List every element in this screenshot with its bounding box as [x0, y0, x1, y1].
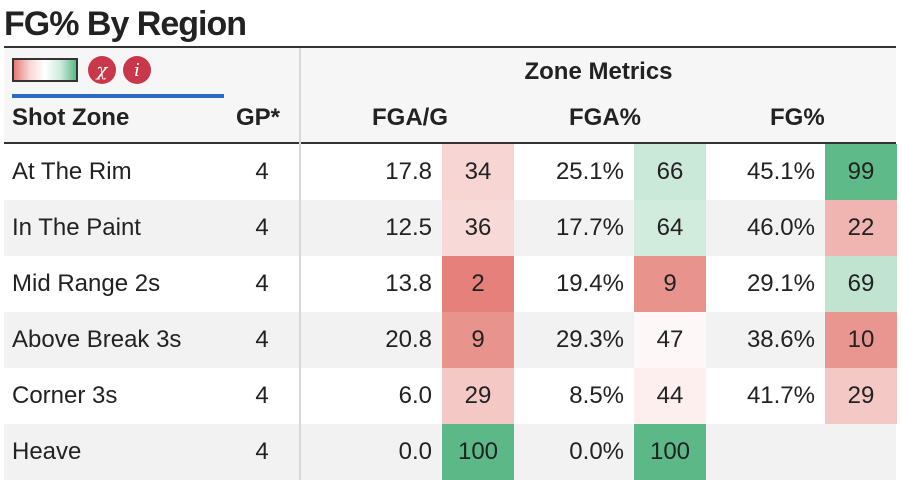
- cell-shot-zone: Above Break 3s: [12, 326, 182, 353]
- cell-fga-pct-rank: 44: [634, 368, 706, 424]
- cell-fg-pct: 29.1%: [746, 270, 815, 297]
- cell-fg-pct: 45.1%: [746, 158, 815, 185]
- sort-indicator-underline: [12, 94, 224, 98]
- header-top-rule: [4, 46, 896, 48]
- cell-fga-g: 17.8: [385, 158, 432, 185]
- cell-gp: 4: [255, 438, 269, 465]
- header-bottom-rule: [4, 142, 896, 144]
- cell-fga-g: 0.0: [398, 438, 432, 465]
- cell-fg-pct-rank: [825, 424, 897, 480]
- cell-fg-pct-rank: 10: [825, 312, 897, 368]
- cell-fga-g-rank: 9: [442, 312, 514, 368]
- cell-fg-pct: 41.7%: [746, 382, 815, 409]
- cell-gp: 4: [255, 326, 269, 353]
- cell-fga-g: 6.0: [398, 382, 432, 409]
- table-row: Above Break 3s 4 20.8 9 29.3% 47 38.6% 10: [4, 312, 897, 368]
- table-row: Heave 4 0.0 100 0.0% 100: [4, 424, 896, 480]
- column-divider: [299, 48, 301, 480]
- table-row: Mid Range 2s 4 13.8 2 19.4% 9 29.1% 69: [4, 256, 897, 312]
- cell-fg-pct-rank: 99: [825, 144, 897, 200]
- cell-fg-pct-rank: 22: [825, 200, 897, 256]
- cell-gp: 4: [255, 270, 269, 297]
- cell-fga-g-rank: 29: [442, 368, 514, 424]
- cell-fg-pct-rank: 29: [825, 368, 897, 424]
- cell-shot-zone: Heave: [12, 438, 82, 465]
- col-header-gp[interactable]: GP*: [236, 104, 281, 131]
- cell-gp: 4: [255, 214, 269, 241]
- zone-metrics-table: χ i Zone Metrics Shot Zone GP* FGA/G FGA…: [0, 46, 900, 480]
- cell-fg-pct: [695, 424, 815, 480]
- table-row: Corner 3s 4 6.0 29 8.5% 44 41.7% 29: [4, 368, 897, 424]
- table-row: At The Rim 4 17.8 34 25.1% 66 45.1% 99: [4, 144, 897, 200]
- cell-fga-pct: 29.3%: [555, 326, 624, 353]
- cell-fga-pct: 8.5%: [569, 382, 624, 409]
- cell-shot-zone: In The Paint: [12, 214, 141, 241]
- cell-fga-g: 20.8: [385, 326, 432, 353]
- cell-fga-pct-rank: 9: [634, 256, 706, 312]
- x-circle-icon[interactable]: χ: [88, 56, 116, 84]
- cell-fg-pct-rank: 69: [825, 256, 897, 312]
- col-header-fga-pct[interactable]: FGA%: [569, 104, 641, 131]
- cell-shot-zone: At The Rim: [12, 158, 132, 185]
- cell-fga-pct: 25.1%: [555, 158, 624, 185]
- col-header-fga-g[interactable]: FGA/G: [372, 104, 448, 131]
- col-header-fg-pct[interactable]: FG%: [770, 104, 825, 131]
- cell-fg-pct: 38.6%: [746, 326, 815, 353]
- cell-fga-pct-rank: 66: [634, 144, 706, 200]
- page-title: FG% By Region: [4, 5, 247, 43]
- cell-fga-g-rank: 36: [442, 200, 514, 256]
- cell-shot-zone: Corner 3s: [12, 382, 118, 409]
- color-scale-legend: [12, 58, 78, 82]
- cell-shot-zone: Mid Range 2s: [12, 270, 161, 297]
- cell-fga-pct-rank: 64: [634, 200, 706, 256]
- cell-fga-pct-rank: 47: [634, 312, 706, 368]
- cell-gp: 4: [255, 382, 269, 409]
- cell-fga-g-rank: 2: [442, 256, 514, 312]
- cell-fga-pct-rank: 100: [634, 424, 706, 480]
- cell-fga-g: 12.5: [385, 214, 432, 241]
- cell-fga-pct: 0.0%: [569, 438, 624, 465]
- cell-fga-g: 13.8: [385, 270, 432, 297]
- col-header-shot-zone[interactable]: Shot Zone: [12, 104, 130, 131]
- info-icon[interactable]: i: [123, 56, 151, 84]
- cell-fga-pct: 19.4%: [555, 270, 624, 297]
- cell-fga-g-rank: 100: [442, 424, 514, 480]
- cell-fg-pct: 46.0%: [746, 214, 815, 241]
- cell-gp: 4: [255, 158, 269, 185]
- table-row: In The Paint 4 12.5 36 17.7% 64 46.0% 22: [4, 200, 897, 256]
- cell-fga-g-rank: 34: [442, 144, 514, 200]
- cell-fga-pct: 17.7%: [555, 214, 624, 241]
- group-header-zone-metrics: Zone Metrics: [524, 58, 673, 85]
